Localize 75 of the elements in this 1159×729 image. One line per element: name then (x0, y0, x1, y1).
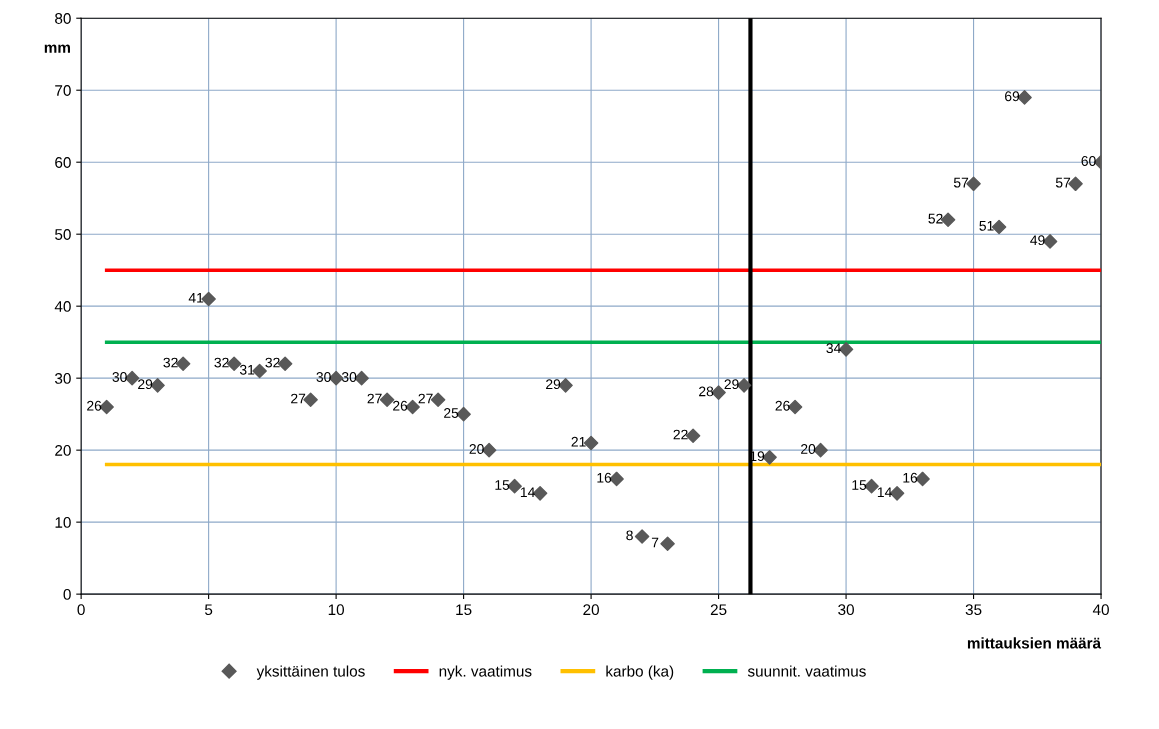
y-tick-label: 60 (55, 157, 71, 168)
point (966, 176, 981, 192)
data-label: 32 (265, 357, 280, 368)
data-label: 16 (597, 472, 612, 483)
data-label: 41 (188, 293, 204, 303)
x-tick-label: 15 (456, 604, 472, 616)
x-axis-title: mittauksien määrä (967, 637, 1102, 649)
y-tick-label: 50 (55, 229, 71, 240)
x-tick-label: 40 (1092, 604, 1109, 616)
data-label: 15 (852, 480, 867, 490)
data-label: 27 (418, 393, 433, 404)
point (762, 450, 777, 465)
data-label: 32 (214, 357, 229, 368)
data-label: 7 (651, 537, 659, 548)
data-label: 34 (826, 343, 841, 354)
point (915, 471, 930, 487)
data-label: 57 (1055, 177, 1071, 188)
data-label: 49 (1030, 235, 1045, 246)
y-tick-label: 20 (55, 445, 71, 456)
x-tick-label: 0 (77, 604, 85, 616)
point (558, 378, 573, 393)
data-label: 51 (979, 221, 994, 231)
point (150, 378, 165, 393)
y-tick-label: 40 (54, 301, 71, 312)
data-label: 29 (138, 379, 153, 390)
data-label: 32 (163, 357, 178, 368)
data-label: 16 (903, 472, 918, 483)
y-tick-label: 30 (55, 373, 71, 384)
point (634, 529, 650, 544)
legend-label: suunnit. vaatimus (747, 665, 866, 677)
point (303, 392, 318, 408)
y-tick-label: 80 (55, 13, 71, 24)
data-label: 27 (291, 393, 306, 404)
data-label: 30 (112, 372, 127, 382)
x-tick-label: 35 (965, 604, 982, 616)
point (1017, 90, 1032, 105)
y-tick-label: 0 (63, 589, 71, 600)
data-label: 25 (444, 408, 459, 418)
x-tick-label: 25 (710, 604, 727, 616)
data-label: 52 (928, 213, 943, 224)
y-axis-title: mm (44, 44, 70, 53)
x-tick-label: 10 (328, 604, 345, 616)
data-label: 29 (546, 379, 561, 390)
data-label: 22 (673, 429, 688, 440)
data-label: 69 (1005, 91, 1020, 102)
y-tick-label: 70 (55, 85, 71, 96)
data-label: 28 (699, 386, 714, 397)
x-tick-label: 20 (583, 604, 599, 616)
x-tick-label: 5 (204, 604, 213, 616)
data-label: 15 (495, 480, 510, 490)
data-label: 8 (626, 530, 633, 541)
data-label: 14 (520, 487, 535, 497)
y-tick-label: 10 (55, 517, 71, 528)
data-label: 27 (367, 393, 382, 404)
legend-label: nyk. vaatimus (439, 665, 532, 680)
data-label: 57 (953, 177, 969, 188)
data-label: 60 (1081, 156, 1096, 166)
point (660, 536, 675, 552)
x-tick-label: 30 (838, 604, 854, 616)
point (201, 291, 216, 307)
data-label: 29 (724, 379, 739, 390)
data-label: 26 (87, 400, 102, 411)
legend-label: yksittäinen tulos (256, 665, 365, 680)
data-label: 31 (239, 364, 255, 375)
data-label: 20 (469, 444, 484, 454)
legend-label: karbo (ka) (606, 665, 674, 680)
point (1068, 176, 1083, 192)
data-label: 30 (341, 372, 357, 382)
data-label: 30 (316, 372, 331, 382)
data-label: 26 (393, 400, 408, 411)
data-label: 21 (571, 436, 586, 447)
data-label: 26 (775, 400, 790, 411)
data-label: 14 (877, 487, 892, 497)
point (609, 471, 624, 487)
data-label: 20 (801, 444, 816, 454)
